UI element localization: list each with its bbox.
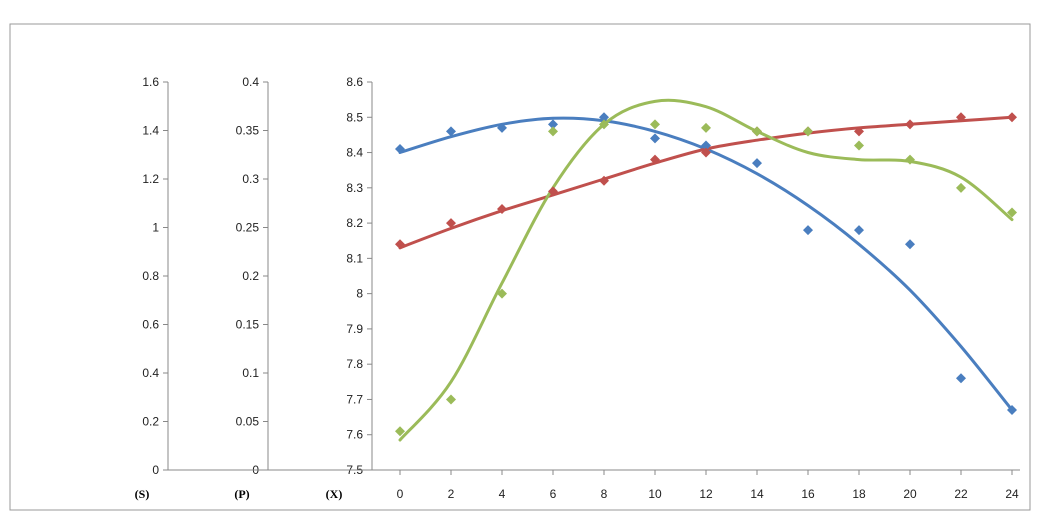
series-1-point xyxy=(803,225,813,236)
series-1-point xyxy=(650,133,660,144)
y-tick-label: 1 xyxy=(152,221,159,235)
series-2-point xyxy=(956,112,966,123)
y-tick-label: 0.2 xyxy=(142,415,159,429)
series-3-point xyxy=(446,394,456,405)
series-2-point xyxy=(395,239,405,250)
series-1-point xyxy=(752,158,762,169)
series-2-point xyxy=(599,175,609,186)
y-tick-label: 8.3 xyxy=(346,181,363,195)
y-tick-label: 8.2 xyxy=(346,216,363,230)
series-3-point xyxy=(854,140,864,151)
series-1-point xyxy=(548,119,558,130)
y-tick-label: 7.6 xyxy=(346,428,363,442)
y-tick-label: 0.3 xyxy=(242,172,259,186)
series-1-point xyxy=(701,140,711,151)
x-tick-label: 6 xyxy=(550,487,557,501)
series-1-point xyxy=(446,126,456,137)
x-tick-label: 2 xyxy=(448,487,455,501)
series-3-point xyxy=(803,126,813,137)
y-axis-name: (S) xyxy=(135,487,150,501)
x-tick-label: 12 xyxy=(699,487,713,501)
y-tick-label: 0.25 xyxy=(236,221,260,235)
series-2-point xyxy=(905,119,915,130)
series-3-point xyxy=(497,288,507,299)
series-3-point xyxy=(956,182,966,193)
x-tick-label: 0 xyxy=(397,487,404,501)
series-2-point xyxy=(1007,112,1017,123)
series-1-point xyxy=(497,122,507,133)
y-tick-label: 8.4 xyxy=(346,146,363,160)
marker-layer xyxy=(395,112,1017,437)
y-tick-label: 8.6 xyxy=(346,75,363,89)
series-2-point xyxy=(650,154,660,165)
series-3-point xyxy=(548,126,558,137)
series-1-point xyxy=(395,144,405,155)
series-2-point xyxy=(497,203,507,214)
y-tick-label: 8 xyxy=(356,287,363,301)
series-2-point xyxy=(854,126,864,137)
y-tick-label: 1.4 xyxy=(142,124,159,138)
y-tick-label: 7.8 xyxy=(346,357,363,371)
y-tick-label: 0.05 xyxy=(236,415,260,429)
y-tick-label: 1.6 xyxy=(142,75,159,89)
y-tick-label: 0.35 xyxy=(236,124,260,138)
series-1-point xyxy=(599,112,609,123)
series-3-point xyxy=(905,154,915,165)
series-1-point xyxy=(956,373,966,384)
y-tick-label: 0.4 xyxy=(242,75,259,89)
y-tick-label: 1.2 xyxy=(142,172,159,186)
x-tick-label: 16 xyxy=(801,487,815,501)
x-tick-label: 20 xyxy=(903,487,917,501)
series-2-point xyxy=(701,147,711,158)
series-3-point xyxy=(650,119,660,130)
series-3-point xyxy=(1007,207,1017,218)
series-1-point xyxy=(854,225,864,236)
x-tick-label: 14 xyxy=(750,487,764,501)
x-tick-label: 10 xyxy=(648,487,662,501)
x-tick-label: 24 xyxy=(1005,487,1019,501)
series-2-point xyxy=(548,186,558,197)
y-tick-label: 0.4 xyxy=(142,366,159,380)
series-3-point xyxy=(395,426,405,437)
x-tick-label: 4 xyxy=(499,487,506,501)
y-tick-label: 0 xyxy=(152,463,159,477)
x-tick-label: 18 xyxy=(852,487,866,501)
y-tick-label: 8.5 xyxy=(346,110,363,124)
series-2-point xyxy=(446,218,456,229)
y-tick-label: 7.9 xyxy=(346,322,363,336)
y-axis-name: (P) xyxy=(234,487,249,501)
y-tick-label: 0.2 xyxy=(242,269,259,283)
x-tick-label: 22 xyxy=(954,487,968,501)
y-tick-label: 0.8 xyxy=(142,269,159,283)
y-tick-label: 7.7 xyxy=(346,392,363,406)
y-tick-label: 8.1 xyxy=(346,251,363,265)
series-3-point xyxy=(599,119,609,130)
y-tick-label: 0.1 xyxy=(242,366,259,380)
series-3-point xyxy=(752,126,762,137)
y-tick-label: 0.15 xyxy=(236,318,260,332)
axes-layer: 00.20.40.60.811.21.41.6(S)00.050.10.150.… xyxy=(135,75,1020,501)
y-tick-label: 0.6 xyxy=(142,318,159,332)
series-1-point xyxy=(1007,405,1017,416)
series-1-point xyxy=(905,239,915,250)
x-tick-label: 8 xyxy=(601,487,608,501)
series-3-point xyxy=(701,122,711,133)
y-axis-name: (X) xyxy=(326,487,343,501)
chart-border xyxy=(9,23,1031,511)
